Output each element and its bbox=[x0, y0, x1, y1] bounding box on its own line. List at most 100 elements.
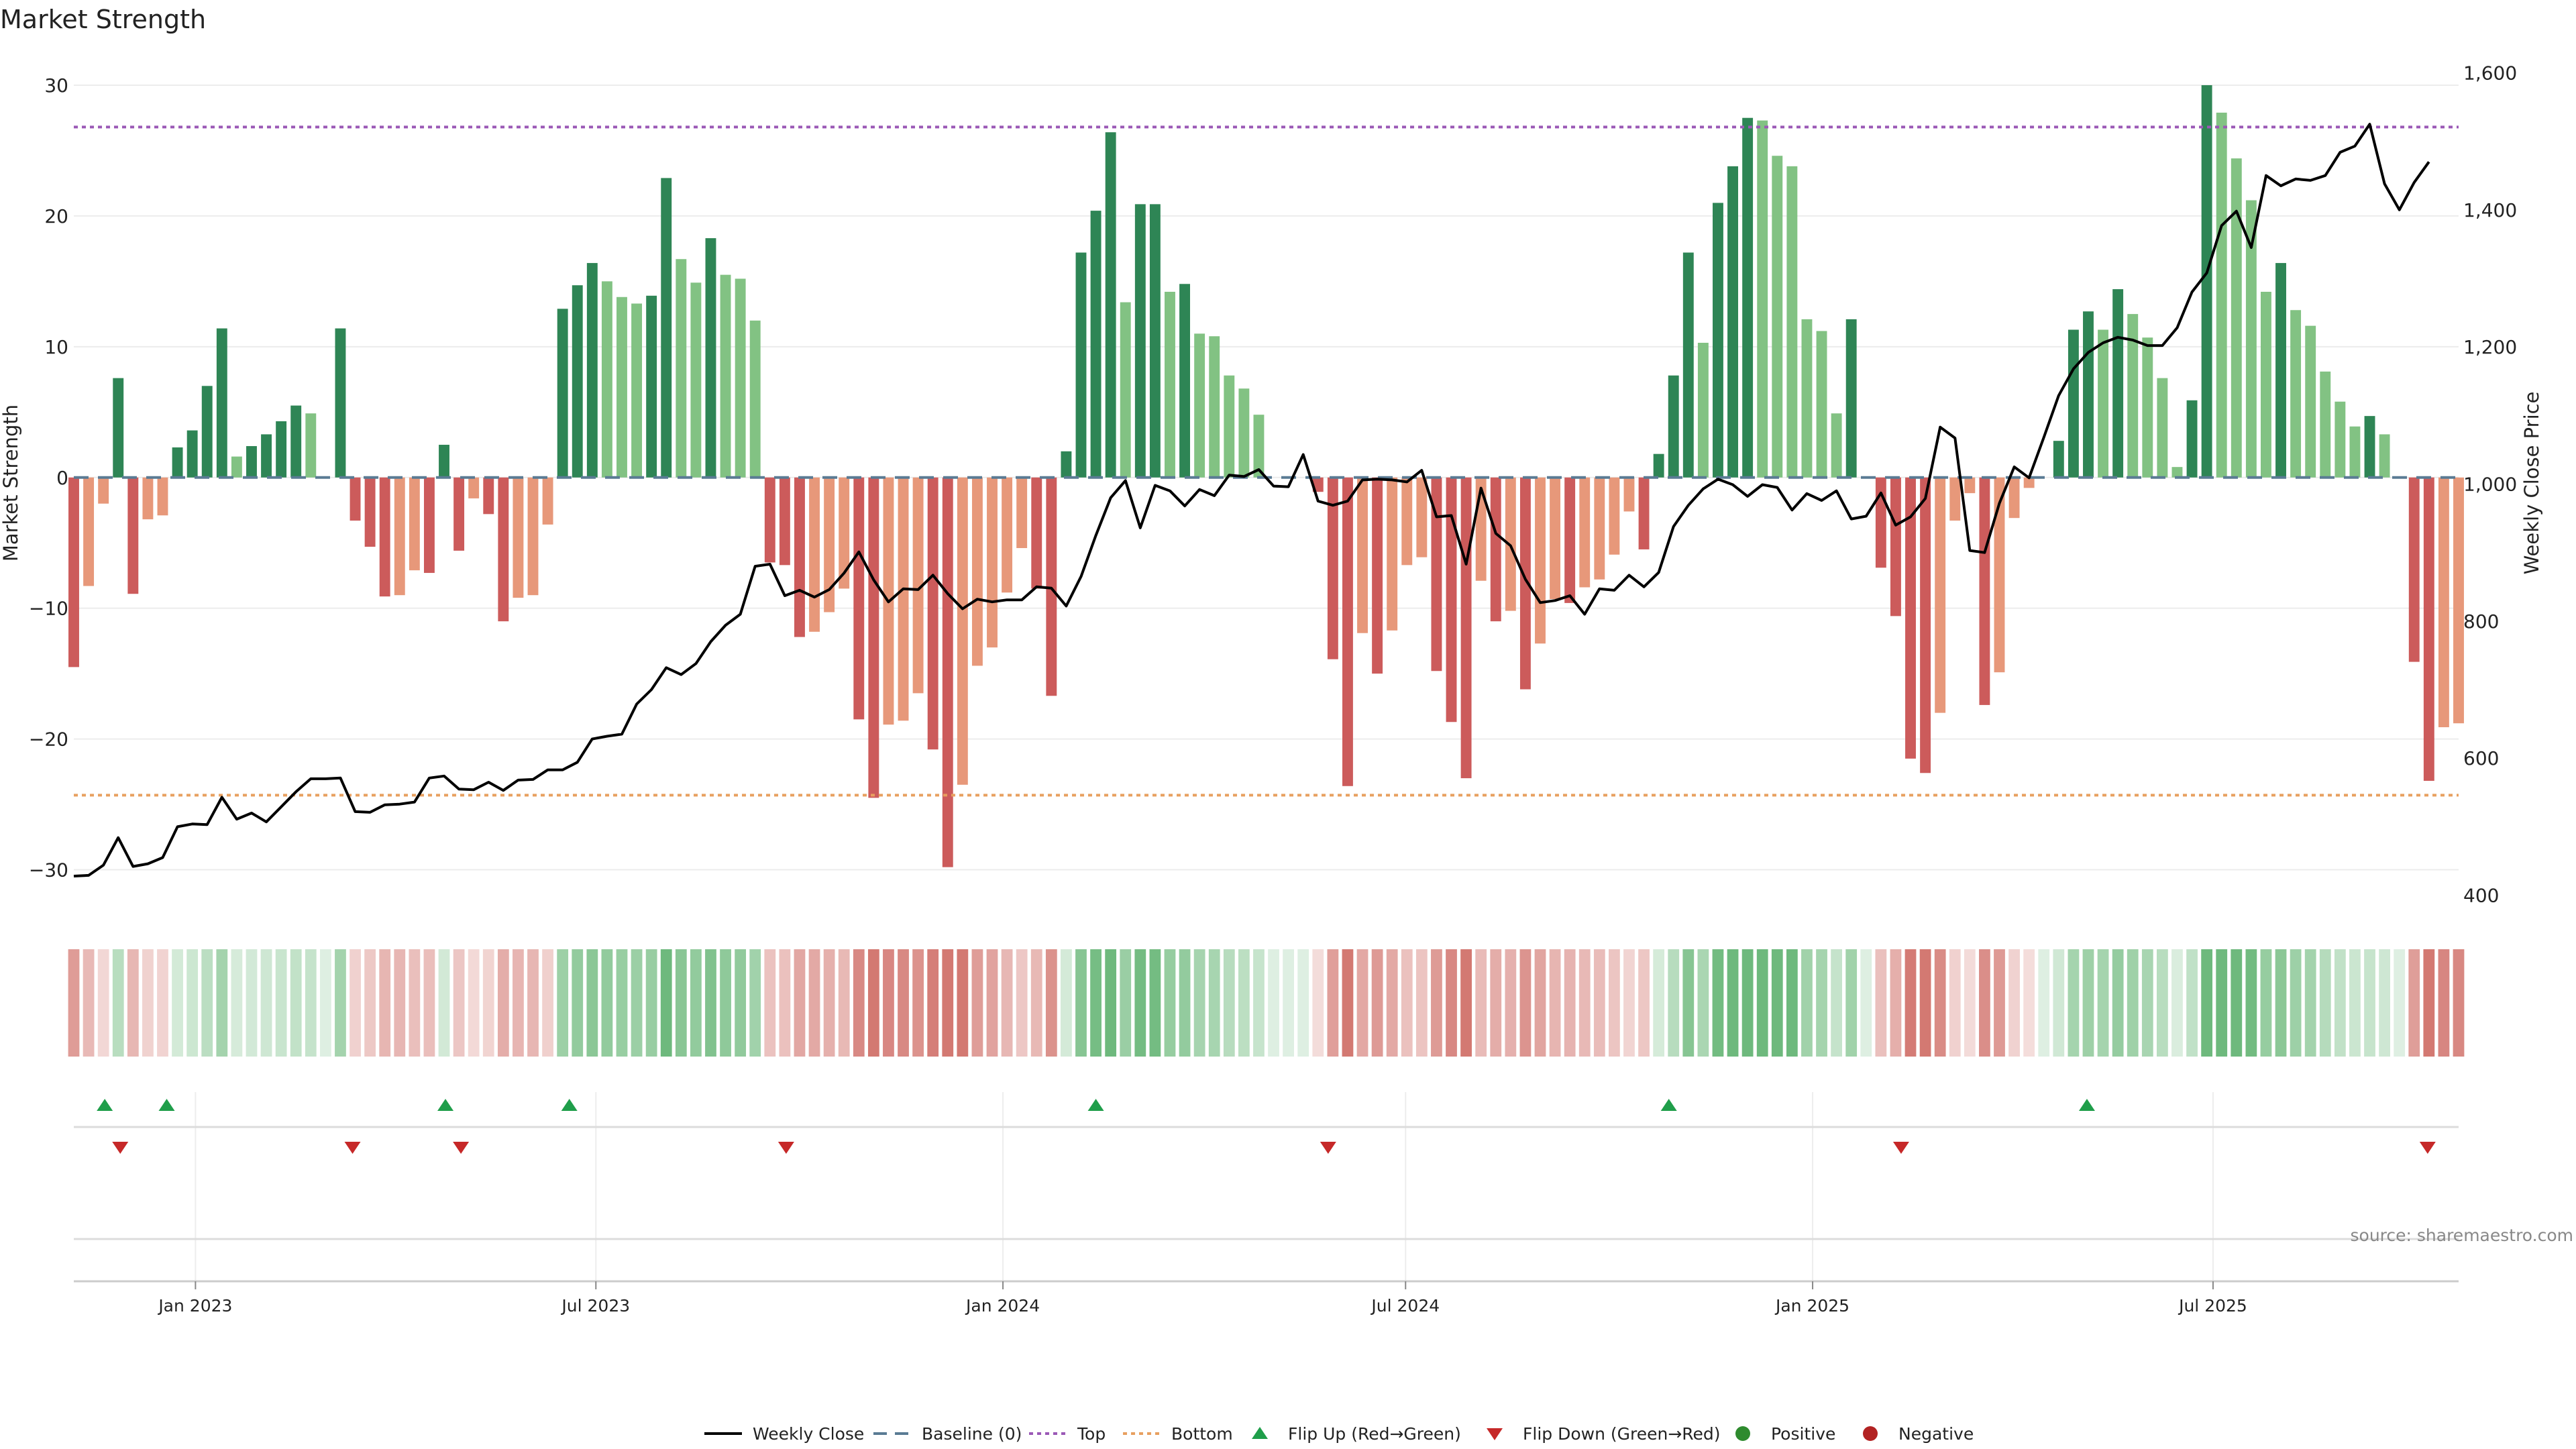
heat-cell bbox=[1638, 949, 1650, 1057]
heat-cell bbox=[1208, 949, 1220, 1057]
heat-cell bbox=[1401, 949, 1413, 1057]
x-tick-label: Jul 2025 bbox=[2178, 1296, 2247, 1316]
strength-bar bbox=[2171, 467, 2183, 478]
flip-down-marker bbox=[1320, 1142, 1336, 1154]
heat-cell bbox=[1045, 949, 1057, 1057]
strength-bar bbox=[127, 477, 139, 594]
strength-bar bbox=[2157, 378, 2168, 478]
strength-bar bbox=[113, 378, 124, 478]
heat-cell bbox=[275, 949, 287, 1057]
heat-cell bbox=[675, 949, 687, 1057]
strength-bar bbox=[572, 285, 583, 478]
strength-bar bbox=[335, 328, 346, 478]
strength-bar bbox=[498, 477, 509, 622]
strength-bar bbox=[1238, 388, 1250, 478]
heat-cell bbox=[1712, 949, 1724, 1057]
flip-down-marker bbox=[2419, 1142, 2436, 1154]
heat-cell bbox=[482, 949, 494, 1057]
heat-cell bbox=[2408, 949, 2420, 1057]
strength-bar bbox=[2083, 311, 2094, 478]
strength-bar bbox=[1090, 211, 1102, 478]
strength-bar bbox=[231, 456, 242, 478]
strength-bar bbox=[172, 447, 183, 478]
heat-cell bbox=[453, 949, 465, 1057]
heat-cell bbox=[735, 949, 747, 1057]
strength-bar bbox=[2320, 371, 2331, 478]
heat-cell bbox=[808, 949, 820, 1057]
heat-cell bbox=[1342, 949, 1354, 1057]
strength-bars bbox=[68, 85, 2464, 867]
legend-swatch bbox=[1487, 1428, 1503, 1440]
strength-bar bbox=[2098, 329, 2109, 478]
heat-cell bbox=[2394, 949, 2406, 1057]
strength-bar bbox=[661, 178, 672, 478]
strength-bar bbox=[1165, 291, 1175, 478]
heat-cell bbox=[1623, 949, 1635, 1057]
strength-bar bbox=[2364, 416, 2375, 478]
heat-cell bbox=[1120, 949, 1132, 1057]
strength-bar bbox=[1994, 477, 2005, 673]
heat-cell bbox=[1653, 949, 1665, 1057]
heat-cell bbox=[1505, 949, 1517, 1057]
strength-bar bbox=[423, 477, 435, 574]
strength-bar bbox=[1490, 477, 1501, 622]
heat-cell bbox=[2082, 949, 2094, 1057]
strength-bar bbox=[439, 445, 449, 478]
strength-bar bbox=[1046, 477, 1057, 696]
strength-bar bbox=[779, 477, 790, 566]
heat-cell bbox=[853, 949, 865, 1057]
heat-cell bbox=[660, 949, 672, 1057]
strength-bar bbox=[824, 477, 835, 612]
heat-cell bbox=[1609, 949, 1620, 1057]
heat-cell bbox=[364, 949, 376, 1057]
strength-bar bbox=[1460, 477, 1472, 779]
heat-cell bbox=[2364, 949, 2375, 1057]
heat-cell bbox=[1668, 949, 1680, 1057]
heat-cell bbox=[2349, 949, 2361, 1057]
strength-bar bbox=[1668, 375, 1679, 478]
heat-cell bbox=[2216, 949, 2228, 1057]
strength-bar bbox=[557, 309, 568, 478]
strength-bar bbox=[379, 477, 390, 597]
strength-bar bbox=[2261, 291, 2271, 478]
strength-bar bbox=[1031, 477, 1042, 589]
heat-cell bbox=[97, 949, 109, 1057]
y-tick-label: 0 bbox=[56, 467, 68, 489]
heat-cell bbox=[2438, 949, 2450, 1057]
strength-bar bbox=[1964, 477, 1976, 494]
heat-cell bbox=[335, 949, 346, 1057]
strength-bar bbox=[1757, 120, 1768, 478]
y-axis-ticks: 30 20 10 0 −10 −20 −30 bbox=[29, 74, 68, 881]
heat-cell bbox=[216, 949, 228, 1057]
heat-cell bbox=[2245, 949, 2257, 1057]
strength-bar bbox=[2201, 85, 2212, 478]
strength-bar bbox=[735, 278, 746, 478]
heat-cell bbox=[142, 949, 154, 1057]
heat-cell bbox=[1741, 949, 1754, 1057]
strength-bar bbox=[2349, 426, 2361, 478]
strength-bar bbox=[1446, 477, 1457, 722]
strength-bar bbox=[1949, 477, 1961, 521]
y2-tick-label: 1,600 bbox=[2463, 62, 2517, 84]
strength-bar bbox=[1179, 284, 1191, 478]
heat-cell bbox=[1475, 949, 1487, 1057]
strength-bar bbox=[2216, 112, 2227, 478]
strength-bar bbox=[2231, 158, 2242, 478]
heat-cell bbox=[1223, 949, 1235, 1057]
y2-axis-ticks: 1,600 1,400 1,200 1,000 800 600 400 bbox=[2463, 62, 2517, 906]
strength-bar bbox=[898, 477, 909, 721]
heat-cell bbox=[186, 949, 199, 1057]
strength-bar bbox=[616, 297, 627, 478]
heat-cell bbox=[83, 949, 95, 1057]
heat-cell bbox=[616, 949, 628, 1057]
strength-bar bbox=[1387, 477, 1398, 631]
heat-cell bbox=[2275, 949, 2287, 1057]
y2-axis-label: Weekly Close Price bbox=[2520, 392, 2543, 575]
strength-bar bbox=[409, 477, 420, 571]
strength-bar bbox=[1401, 477, 1413, 566]
heat-cell bbox=[1090, 949, 1102, 1057]
strength-bar bbox=[1742, 117, 1754, 478]
heat-cell bbox=[68, 949, 80, 1057]
heat-cell bbox=[1860, 949, 1872, 1057]
